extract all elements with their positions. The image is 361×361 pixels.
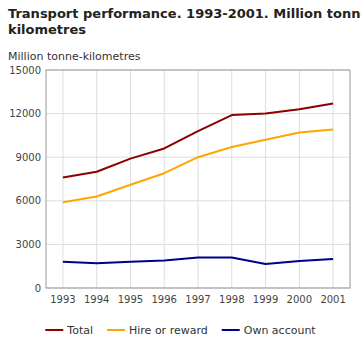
x-tick-label: 1996	[151, 294, 176, 305]
legend-swatch	[107, 329, 125, 331]
chart: Transport performance. 1993-2001. Millio…	[0, 0, 361, 361]
legend: Total Hire or reward Own account	[45, 324, 316, 337]
series-line	[63, 130, 333, 203]
grid	[46, 70, 350, 288]
legend-label: Own account	[244, 324, 317, 337]
x-tick-label: 1994	[84, 294, 109, 305]
x-tick-label: 1999	[253, 294, 278, 305]
plot-frame	[46, 70, 350, 288]
x-tick-label: 1998	[219, 294, 244, 305]
series-line	[63, 257, 333, 264]
title: Transport performance. 1993-2001. Millio…	[8, 6, 361, 37]
x-grid-line	[198, 70, 199, 288]
series-group	[63, 103, 333, 264]
legend-label: Hire or reward	[129, 324, 208, 337]
y-tick-label: 6000	[16, 195, 41, 206]
x-tick-label: 1993	[50, 294, 75, 305]
x-grid-line	[62, 70, 63, 288]
x-tick-label: 2001	[320, 294, 345, 305]
y-tick-label: 0	[35, 283, 41, 294]
y-tick-label: 12000	[9, 108, 41, 119]
y-label: Million tonne-kilometres	[8, 50, 141, 63]
x-grid-line	[299, 70, 300, 288]
legend-label: Total	[66, 324, 93, 337]
y-tick-label: 3000	[16, 239, 41, 250]
y-tick-label: 9000	[16, 152, 41, 163]
x-grid-line	[164, 70, 165, 288]
x-grid-line	[265, 70, 266, 288]
x-tick-label: 1995	[118, 294, 143, 305]
x-tick-label: 1997	[185, 294, 210, 305]
x-grid-line	[231, 70, 232, 288]
y-tick-label: 15000	[9, 65, 41, 76]
legend-swatch	[45, 329, 63, 331]
x-grid-line	[96, 70, 97, 288]
x-tick-label: 2000	[287, 294, 312, 305]
legend-swatch	[222, 329, 240, 331]
series-line	[63, 103, 333, 177]
x-grid-line	[130, 70, 131, 288]
